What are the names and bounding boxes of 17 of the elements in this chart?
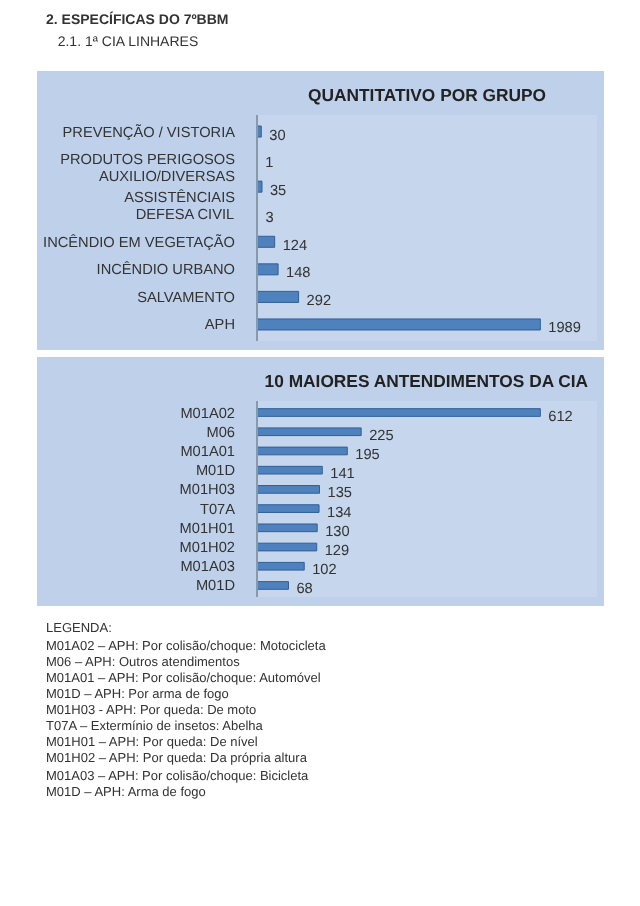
bar: [257, 447, 348, 457]
bar: [257, 524, 318, 533]
bar: [257, 408, 541, 418]
bar: [257, 505, 320, 514]
bar: [257, 264, 279, 277]
bar: [257, 181, 263, 194]
bar: [257, 485, 320, 495]
bar: [257, 319, 541, 332]
bar: [257, 466, 323, 476]
bar: [257, 428, 362, 437]
bar: [257, 291, 300, 304]
bar: [257, 543, 318, 553]
chart-title: QUANTITATIVO POR GRUPO: [308, 85, 547, 106]
bar: [257, 581, 289, 591]
bar: [257, 236, 276, 249]
bar: [257, 562, 305, 572]
chart-title: 10 MAIORES ANTENDIMENTOS DA CIA: [264, 371, 590, 392]
